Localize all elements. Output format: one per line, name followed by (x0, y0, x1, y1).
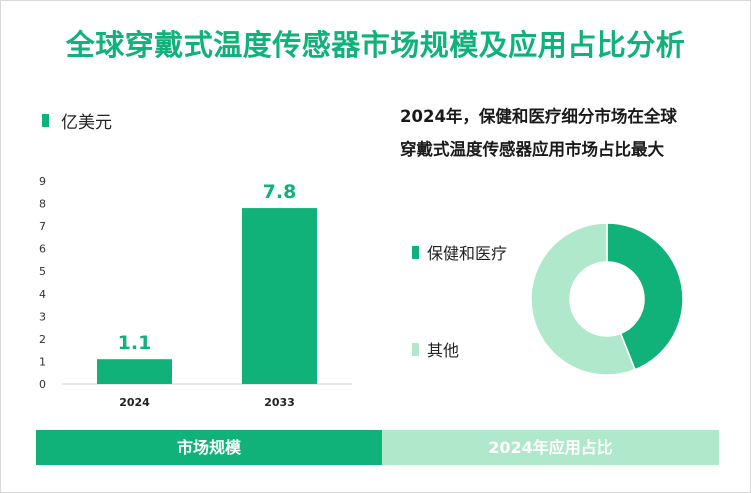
pie-legend-healthcare: 保健和医疗 (412, 240, 507, 264)
y-tick-label: 7 (39, 220, 46, 233)
x-tick-label-2033: 2033 (264, 396, 295, 409)
y-tick-label: 0 (39, 378, 46, 391)
donut-chart (530, 222, 684, 376)
donut-slice-other (530, 222, 636, 376)
data-label-2024: 1.1 (118, 332, 152, 354)
y-tick-label: 1 (39, 355, 46, 368)
pie-heading: 2024年，保健和医疗细分市场在全球 穿戴式温度传感器应用市场占比最大 (400, 100, 730, 166)
y-tick-label: 9 (39, 175, 46, 188)
pie-legend-swatch-healthcare (412, 245, 419, 259)
bar-legend-swatch (42, 114, 49, 127)
pie-heading-line2: 穿戴式温度传感器应用市场占比最大 (400, 140, 664, 159)
bar-chart: 0 1 2 3 4 5 6 7 8 9 1.1 2024 7.8 2033 (39, 175, 352, 409)
y-tick-label: 6 (39, 243, 46, 256)
pie-legend-other: 其他 (412, 337, 459, 361)
donut-slice-healthcare (606, 222, 684, 371)
bar-2024 (97, 359, 172, 384)
y-tick-label: 2 (39, 333, 46, 346)
pie-legend-label-other: 其他 (427, 341, 460, 360)
y-tick-label: 4 (39, 288, 46, 301)
bar-legend: 亿美元 (42, 108, 112, 133)
page-title: 全球穿戴式温度传感器市场规模及应用占比分析 (65, 28, 686, 62)
pie-heading-line1: 2024年，保健和医疗细分市场在全球 (400, 107, 677, 126)
data-label-2033: 7.8 (263, 181, 297, 203)
bottom-label-application-share: 2024年应用占比 (382, 430, 719, 465)
pie-legend-swatch-other (412, 342, 419, 356)
bottom-label-market-size: 市场规模 (36, 430, 382, 465)
bar-legend-label: 亿美元 (61, 113, 112, 133)
pie-legend-label-healthcare: 保健和医疗 (427, 244, 508, 263)
y-tick-label: 8 (39, 198, 46, 211)
x-tick-label-2024: 2024 (119, 396, 150, 409)
y-tick-label: 3 (39, 310, 46, 323)
y-tick-label: 5 (39, 265, 46, 278)
bar-2033 (242, 208, 317, 384)
